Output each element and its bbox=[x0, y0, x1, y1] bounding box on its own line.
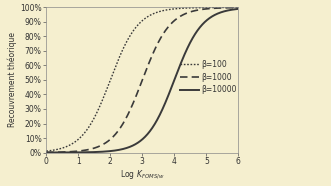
X-axis label: Log $K_{FOMS/w}$: Log $K_{FOMS/w}$ bbox=[120, 168, 165, 181]
Y-axis label: Recouvrement théorique: Recouvrement théorique bbox=[8, 33, 17, 127]
Legend: β=100, β=1000, β=10000: β=100, β=1000, β=10000 bbox=[177, 57, 240, 97]
